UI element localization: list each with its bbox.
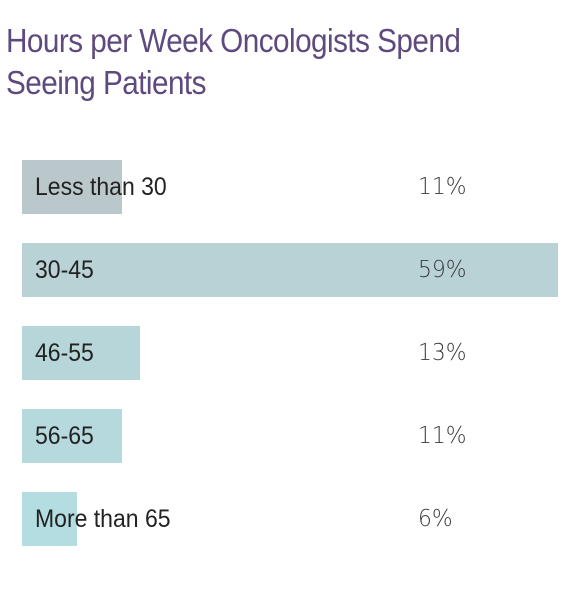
bar-row: More than 65 6% <box>22 492 562 546</box>
value-label: 11% <box>418 423 467 449</box>
bar <box>22 409 122 463</box>
value-label: 59% <box>418 257 467 283</box>
bar-row: 56-65 11% <box>22 409 562 463</box>
category-label: More than 65 <box>35 505 171 533</box>
bar-row: 46-55 13% <box>22 326 562 380</box>
bar <box>22 492 77 546</box>
bar <box>22 243 558 297</box>
value-label: 11% <box>418 174 467 200</box>
category-label: 46-55 <box>35 339 94 367</box>
category-label: Less than 30 <box>35 173 167 201</box>
bar <box>22 160 122 214</box>
bar-row: Less than 30 11% <box>22 160 562 214</box>
chart-title: Hours per Week Oncologists Spend Seeing … <box>6 22 461 101</box>
bar-row: 30-45 59% <box>22 243 562 297</box>
value-label: 13% <box>418 340 467 366</box>
category-label: 56-65 <box>35 422 94 450</box>
value-label: 6% <box>418 506 453 532</box>
category-label: 30-45 <box>35 256 94 284</box>
bar <box>22 326 140 380</box>
